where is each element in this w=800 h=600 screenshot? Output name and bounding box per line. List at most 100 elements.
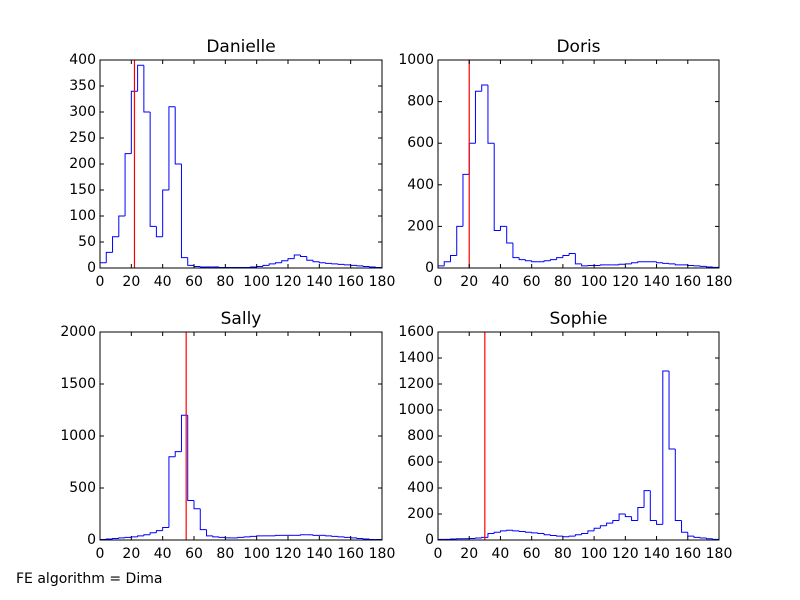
x-tick-label: 20 (122, 274, 140, 290)
y-tick-label: 500 (69, 480, 96, 496)
histogram-step (681, 520, 688, 533)
histogram-step (706, 266, 713, 268)
histogram-step (112, 236, 119, 253)
histogram-step (462, 173, 470, 227)
y-tick-label: 400 (407, 480, 434, 496)
footnote: FE algorithm = Dima (16, 571, 162, 587)
histogram-step (637, 261, 645, 263)
histogram-step (599, 525, 607, 529)
x-tick-label: 180 (706, 274, 733, 290)
histogram-step (568, 535, 576, 537)
histogram-step (506, 529, 513, 531)
histogram-step (180, 164, 188, 259)
histogram-step (587, 530, 595, 534)
y-tick-label: 800 (407, 428, 434, 444)
x-tick-label: 0 (434, 546, 443, 562)
x-tick-label: 60 (523, 274, 541, 290)
x-tick-label: 40 (492, 546, 510, 562)
histogram-step (343, 264, 351, 266)
histogram-step (474, 90, 482, 144)
histogram-step (193, 500, 201, 510)
subplot-title: Sophie (550, 309, 608, 329)
histogram-step (518, 257, 526, 261)
histogram-step (637, 507, 645, 521)
histogram-step (337, 263, 345, 265)
x-tick-label: 60 (185, 274, 203, 290)
x-tick-label: 100 (581, 274, 608, 290)
x-tick-label: 100 (243, 546, 270, 562)
histogram-step (537, 532, 545, 534)
histogram-step (149, 112, 157, 227)
histogram-step (356, 265, 364, 267)
histogram-step (612, 520, 620, 524)
histogram-step (325, 262, 332, 264)
y-tick-label: 150 (69, 182, 96, 198)
axes-frame (99, 331, 383, 541)
x-tick-label: 60 (523, 546, 541, 562)
histogram-step (124, 536, 132, 538)
histogram-step (499, 530, 507, 533)
histogram-step (105, 251, 113, 263)
histogram-step (593, 527, 601, 531)
histogram-step (456, 225, 463, 256)
histogram-step (368, 538, 376, 540)
histogram-step (662, 262, 670, 264)
x-tick-label: 100 (243, 274, 270, 290)
histogram-step (493, 143, 501, 232)
histogram-step (162, 189, 169, 237)
histogram-step (512, 243, 520, 259)
histogram-step (287, 258, 295, 261)
histogram-step (300, 255, 307, 258)
x-tick-label: 180 (369, 546, 396, 562)
histogram-step (506, 226, 513, 244)
histogram-step (656, 261, 663, 264)
histogram-step (212, 535, 220, 538)
histogram-step (306, 256, 314, 261)
histogram-step (674, 263, 682, 266)
histogram-step (174, 106, 182, 165)
x-tick-label: 80 (554, 274, 572, 290)
histogram-step (312, 260, 320, 263)
histogram-step (706, 538, 713, 540)
histogram-step (487, 533, 495, 538)
histogram-step (325, 535, 332, 537)
x-tick-label: 140 (306, 546, 333, 562)
histogram-step (331, 263, 339, 265)
histogram-step (162, 527, 169, 531)
x-tick-label: 160 (337, 274, 364, 290)
y-tick-label: 100 (69, 208, 96, 224)
x-tick-label: 140 (643, 546, 670, 562)
y-tick-label: 50 (78, 234, 96, 250)
histogram-step (549, 259, 557, 261)
histogram-step (481, 84, 488, 92)
histogram-step (199, 508, 207, 531)
histogram-step (674, 449, 682, 521)
x-tick-label: 0 (96, 274, 105, 290)
histogram-step (556, 535, 563, 537)
y-tick-label: 1400 (398, 350, 434, 366)
y-tick-label: 1200 (398, 376, 434, 392)
y-tick-label: 2000 (60, 324, 96, 340)
y-tick-label: 250 (69, 130, 96, 146)
x-tick-label: 180 (706, 546, 733, 562)
histogram-step (531, 532, 538, 534)
histogram-step (643, 490, 651, 508)
x-tick-label: 120 (612, 274, 639, 290)
histogram-step (499, 225, 507, 231)
histogram-step (487, 84, 495, 144)
histogram-step (631, 262, 638, 264)
histogram-step (581, 533, 588, 535)
y-tick-label: 400 (69, 52, 96, 68)
histogram-step (224, 537, 232, 539)
histogram-step (130, 90, 138, 154)
histogram-step (249, 266, 257, 268)
histogram-step (624, 514, 632, 518)
histogram-step (143, 65, 151, 113)
x-tick-label: 120 (275, 546, 302, 562)
y-tick-label: 0 (425, 532, 434, 548)
histogram-step (243, 536, 251, 538)
y-tick-label: 1500 (60, 376, 96, 392)
histogram-step (356, 537, 364, 539)
histogram-step (218, 266, 226, 268)
